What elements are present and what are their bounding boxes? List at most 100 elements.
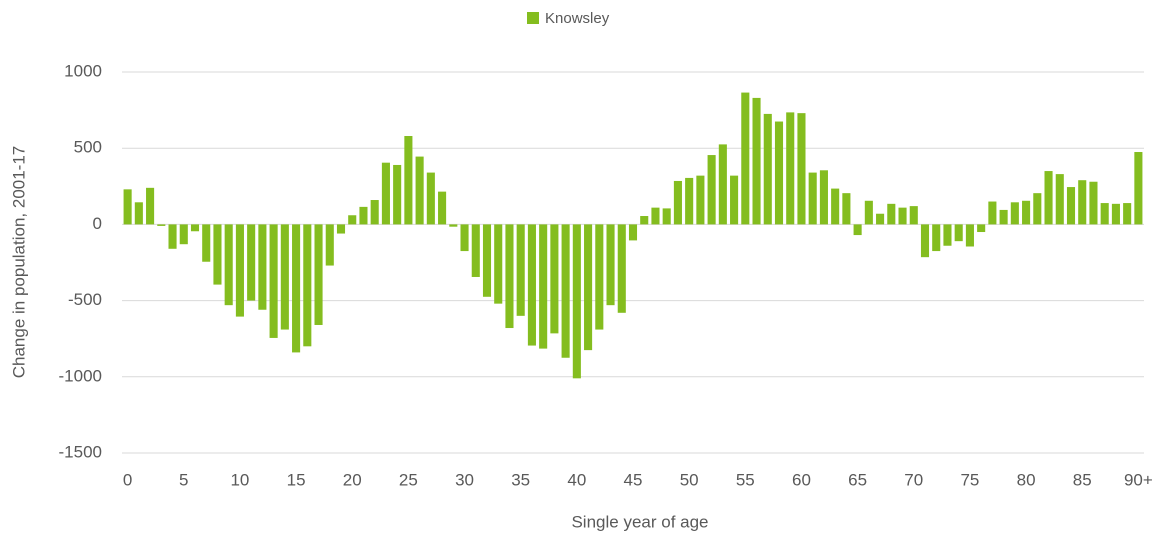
y-axis-title: Change in population, 2001-17 <box>9 146 28 379</box>
bar <box>628 224 638 241</box>
bar <box>819 170 828 225</box>
bar <box>527 224 536 346</box>
y-tick-label: 1000 <box>64 61 102 80</box>
bar <box>325 224 334 266</box>
x-tick-label: 25 <box>399 470 418 489</box>
bar <box>168 224 177 249</box>
x-tick-label: 5 <box>179 470 188 489</box>
bar <box>943 224 952 246</box>
y-tick-label: -500 <box>68 290 102 309</box>
bar <box>404 136 413 225</box>
bar <box>853 224 862 236</box>
bar <box>213 224 222 285</box>
bar <box>157 224 166 226</box>
bar <box>920 224 930 258</box>
y-tick-label: 500 <box>74 138 102 157</box>
bar <box>842 193 851 225</box>
bar <box>584 224 593 351</box>
bar <box>898 207 907 225</box>
bar <box>673 180 682 225</box>
bar <box>179 224 188 245</box>
bar <box>1123 203 1132 225</box>
bar <box>786 112 795 225</box>
bar <box>438 191 447 225</box>
bar <box>617 224 626 313</box>
bar <box>449 224 458 227</box>
legend-label: Knowsley <box>545 10 610 27</box>
bar <box>696 175 705 225</box>
bar <box>1055 174 1064 225</box>
bar <box>864 200 873 225</box>
x-tick-label: 90+ <box>1124 470 1153 489</box>
bar <box>876 213 885 225</box>
x-tick-label: 80 <box>1017 470 1036 489</box>
bar <box>482 224 492 297</box>
bar <box>718 144 727 225</box>
x-tick-label: 35 <box>511 470 530 489</box>
bar <box>123 189 132 225</box>
x-tick-label: 0 <box>123 470 132 489</box>
bar <box>134 202 143 225</box>
x-tick-label: 30 <box>455 470 474 489</box>
bar <box>190 224 200 232</box>
bar <box>348 215 357 225</box>
bar <box>1111 203 1120 225</box>
bar <box>707 155 716 225</box>
bar <box>561 224 570 358</box>
x-tick-label: 40 <box>567 470 586 489</box>
x-tick-label: 20 <box>343 470 362 489</box>
bar <box>685 177 694 225</box>
bar <box>269 224 278 338</box>
x-tick-label: 15 <box>287 470 306 489</box>
bar <box>471 224 480 277</box>
y-tick-label: 0 <box>93 214 102 233</box>
bar <box>651 207 660 225</box>
y-tick-label: -1000 <box>59 366 102 385</box>
bar <box>595 224 604 330</box>
bar <box>640 216 649 225</box>
bar <box>808 172 817 225</box>
bar <box>606 224 615 306</box>
x-tick-label: 55 <box>736 470 755 489</box>
bar <box>224 224 233 306</box>
x-axis-title: Single year of age <box>571 512 708 531</box>
bar <box>381 162 390 225</box>
bar <box>505 224 514 329</box>
bar <box>415 156 424 225</box>
bar <box>1022 200 1031 225</box>
bar <box>314 224 323 325</box>
bar <box>662 208 671 225</box>
bar <box>1033 193 1042 225</box>
bar <box>247 224 256 301</box>
bar <box>1010 202 1019 225</box>
x-tick-label: 50 <box>680 470 699 489</box>
bar <box>752 97 761 225</box>
bar <box>831 188 840 225</box>
bar <box>1134 152 1143 225</box>
legend-swatch <box>527 12 539 24</box>
x-tick-label: 65 <box>848 470 867 489</box>
bar <box>1044 171 1053 225</box>
bar <box>887 203 896 225</box>
bar <box>774 121 784 225</box>
bar <box>426 172 435 225</box>
bar <box>460 224 469 252</box>
bar <box>146 187 155 225</box>
bar <box>494 224 503 304</box>
bar <box>1100 203 1109 225</box>
bar <box>393 164 402 225</box>
bar <box>516 224 525 316</box>
bar <box>954 224 963 242</box>
x-tick-label: 85 <box>1073 470 1092 489</box>
bar <box>965 224 974 247</box>
bar <box>797 113 806 225</box>
x-tick-label: 70 <box>904 470 923 489</box>
bar <box>303 224 312 347</box>
x-tick-label: 45 <box>624 470 643 489</box>
bar <box>763 113 772 225</box>
bar <box>370 200 379 225</box>
bar <box>550 224 559 334</box>
bar <box>1078 180 1087 225</box>
y-tick-label: -1500 <box>59 442 102 461</box>
